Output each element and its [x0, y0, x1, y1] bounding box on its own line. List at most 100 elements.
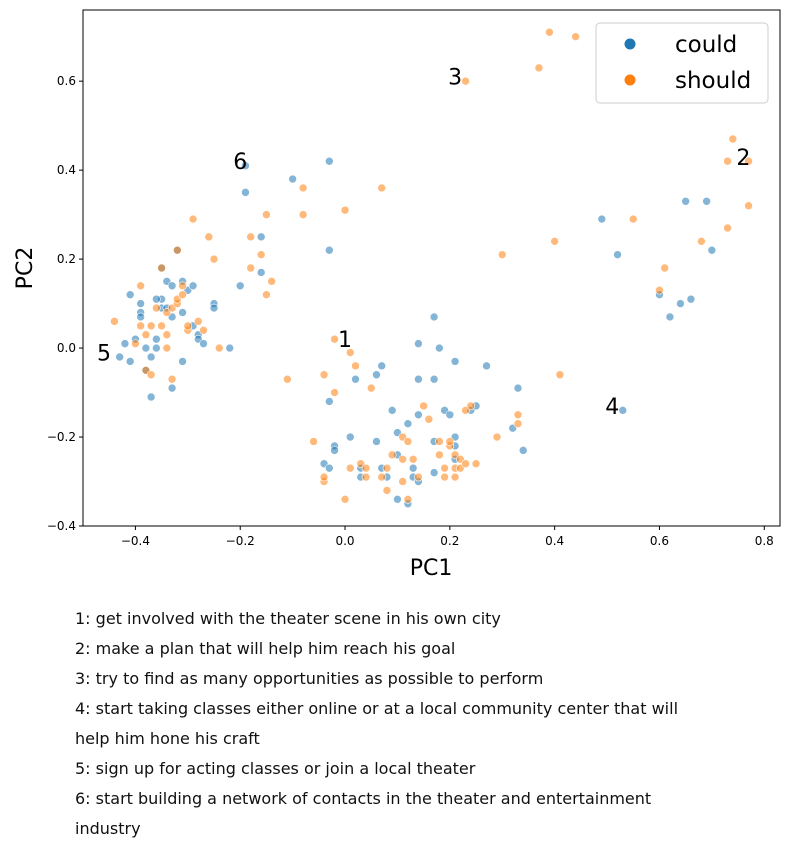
- data-point-should: [162, 330, 172, 340]
- y-tick-label: 0.0: [57, 341, 76, 355]
- data-point-should: [419, 401, 428, 411]
- data-point-could: [613, 250, 622, 259]
- data-point-should: [723, 156, 732, 166]
- data-point-should: [435, 437, 444, 446]
- x-tick-label: 0.8: [755, 534, 774, 548]
- data-point-should: [178, 290, 187, 299]
- x-axis-ticks: −0.4 −0.2 0.0 0.2 0.4 0.6 0.8: [121, 526, 774, 548]
- data-point-should: [513, 410, 523, 420]
- y-tick-label: −0.4: [47, 519, 76, 533]
- plot-frame: [82, 9, 781, 527]
- note-line: industry: [75, 819, 141, 838]
- data-point-should: [319, 472, 329, 482]
- data-point-could: [256, 232, 266, 242]
- y-axis-label: PC2: [13, 247, 38, 290]
- data-point-should: [408, 454, 418, 464]
- data-point-could: [178, 308, 187, 317]
- data-point-should: [262, 290, 271, 299]
- annotation-label: 6: [233, 150, 247, 175]
- data-point-should: [152, 303, 161, 313]
- data-point-should: [136, 281, 145, 291]
- data-point-should: [744, 201, 753, 211]
- data-point-could: [325, 156, 334, 166]
- data-point-should: [728, 134, 738, 144]
- annotation-label: 2: [736, 146, 750, 171]
- data-point-could: [146, 352, 156, 362]
- data-point-could: [330, 446, 339, 455]
- data-point-could: [429, 312, 439, 322]
- data-point-should: [366, 383, 376, 393]
- data-point-should: [534, 63, 544, 73]
- data-point-could: [702, 196, 711, 206]
- x-tick-label: −0.2: [226, 534, 255, 548]
- data-point-should: [283, 374, 292, 384]
- data-point-should: [361, 463, 371, 473]
- data-point-should: [660, 263, 670, 273]
- data-point-should: [173, 245, 182, 255]
- note-line: 6: start building a network of contacts …: [75, 789, 652, 808]
- data-point-could: [256, 268, 266, 277]
- note-line: help him hone his craft: [75, 729, 260, 748]
- data-point-should: [440, 463, 449, 473]
- note-line: 4: start taking classes either online or…: [75, 699, 679, 718]
- data-point-should: [204, 232, 214, 242]
- x-tick-label: 0.0: [335, 534, 354, 548]
- data-point-could: [288, 174, 297, 184]
- data-point-could: [372, 437, 381, 446]
- data-point-could: [136, 299, 145, 308]
- data-point-should: [387, 450, 397, 460]
- data-point-could: [445, 410, 455, 420]
- data-point-should: [361, 472, 371, 482]
- data-point-should: [697, 237, 706, 246]
- data-point-could: [681, 196, 690, 206]
- data-point-could: [403, 419, 413, 428]
- legend-marker-could: [624, 38, 636, 50]
- data-point-could: [209, 303, 219, 313]
- data-point-should: [492, 432, 502, 442]
- data-point-could: [225, 343, 235, 353]
- data-point-should: [183, 321, 193, 331]
- data-point-could: [167, 281, 177, 291]
- data-point-should: [340, 495, 350, 504]
- data-point-should: [345, 463, 355, 473]
- data-point-should: [466, 401, 476, 411]
- data-point-could: [152, 334, 161, 344]
- data-point-should: [298, 183, 308, 193]
- data-point-should: [513, 419, 523, 428]
- data-point-could: [125, 357, 135, 366]
- data-point-could: [120, 339, 130, 348]
- data-point-should: [167, 374, 177, 384]
- points-layer: [110, 27, 753, 509]
- data-point-could: [136, 312, 145, 322]
- data-point-should: [157, 321, 166, 331]
- data-point-could: [414, 339, 423, 348]
- data-point-should: [398, 454, 407, 464]
- data-point-should: [330, 334, 339, 344]
- data-point-should: [550, 237, 559, 246]
- data-point-could: [199, 339, 208, 348]
- data-point-should: [461, 459, 470, 469]
- data-point-should: [723, 223, 732, 233]
- data-point-should: [193, 317, 203, 326]
- data-point-could: [345, 432, 355, 442]
- data-point-should: [267, 277, 276, 286]
- data-point-could: [482, 361, 491, 371]
- data-point-should: [655, 285, 664, 295]
- annotations-layer: 1 2 3 4 5 6: [97, 66, 750, 420]
- data-point-should: [131, 339, 140, 348]
- data-point-could: [597, 214, 607, 224]
- data-point-could: [152, 294, 161, 304]
- data-point-should: [110, 317, 119, 326]
- data-point-should: [461, 76, 470, 86]
- data-point-should: [398, 477, 407, 486]
- data-point-should: [340, 205, 350, 215]
- annotation-label: 4: [605, 395, 619, 420]
- data-point-should: [435, 450, 444, 460]
- data-point-should: [246, 263, 255, 273]
- note-line: 1: get involved with the theater scene i…: [75, 609, 501, 628]
- data-point-should: [146, 321, 156, 331]
- data-point-could: [435, 343, 444, 353]
- data-point-should: [440, 472, 449, 482]
- data-point-could: [152, 343, 161, 353]
- annotation-label: 5: [97, 342, 111, 367]
